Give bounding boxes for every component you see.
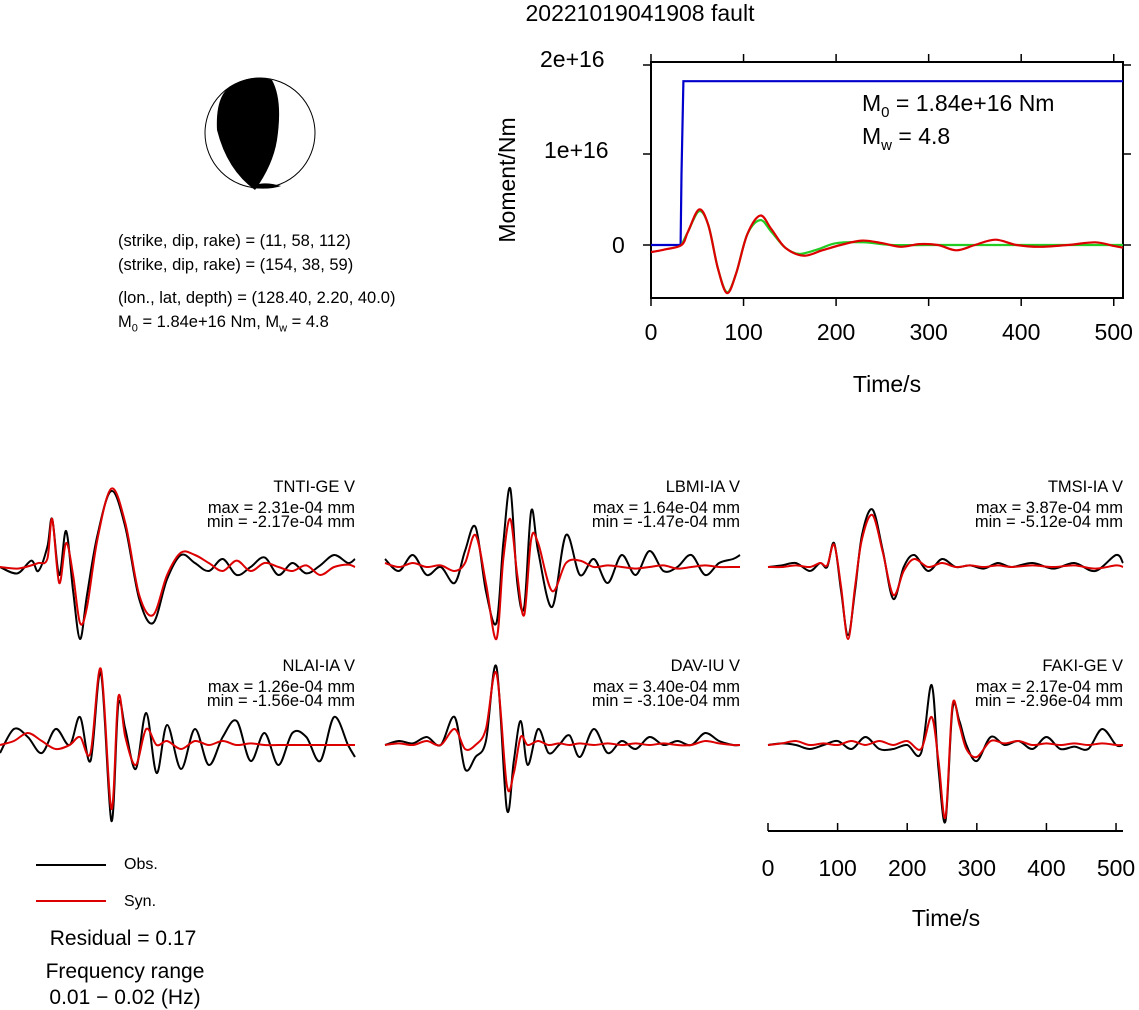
waveform-xtick-label-4: 400 (1027, 855, 1065, 881)
station-syn-trace-3 (0, 667, 355, 811)
beachball-lower-quadrant (251, 183, 281, 189)
ytick-label-1e16: 1e+16 (544, 137, 609, 163)
mw-value-text: = 4.8 (287, 313, 329, 331)
mw-annotation: Mw = 4.8 (862, 123, 950, 154)
m0-value-text: = 1.84e+16 Nm, M (137, 313, 280, 331)
station-syn-trace-0 (0, 487, 356, 626)
station-min-5: min = -2.96e-04 mm (975, 692, 1123, 710)
m0-annotation: M0 = 1.84e+16 Nm (862, 90, 1054, 121)
waveform-xtick-label-3: 300 (958, 855, 996, 881)
moment-chart: 2e+16 1e+16 0 Moment/Nm 0 100 200 300 400 500… (494, 50, 1133, 397)
mw-annotation-value: = 4.8 (892, 123, 950, 149)
legend-syn-label: Syn. (124, 893, 157, 910)
moment-xtick-label-5: 500 (1095, 319, 1133, 345)
station-max-3: max = 1.26e-04 mm (208, 678, 355, 696)
moment-xtick-label-0: 0 (645, 319, 658, 345)
moment-series-stf_green (680, 210, 1123, 294)
legend (36, 864, 106, 902)
m0-annotation-value: = 1.84e+16 Nm (890, 90, 1055, 116)
waveform-time-axis: 0 100 200 300 400 500 Time/s (762, 823, 1135, 931)
moment-ylabel: Moment/Nm (494, 117, 520, 242)
figure-title: 20221019041908 fault (525, 0, 755, 26)
station-name-0: TNTI-GE V (273, 478, 355, 496)
legend-obs-label: Obs. (124, 856, 158, 873)
mw-subscript: w (279, 322, 288, 335)
station-min-0: min = -2.17e-04 mm (207, 513, 355, 531)
frequency-range-title: Frequency range (45, 960, 205, 983)
magnitude-info: M0 = 1.84e+16 Nm, Mw = 4.8 (118, 312, 329, 338)
moment-series-moment (651, 80, 1123, 247)
nodal-plane-1: (strike, dip, rake) = (11, 58, 112) (118, 232, 351, 250)
beachball (204, 77, 316, 190)
moment-xtick-label-1: 100 (724, 319, 762, 345)
waveform-xtick-label-2: 200 (888, 855, 926, 881)
station-name-4: DAV-IU V (671, 657, 740, 675)
station-syn-trace-2 (767, 513, 1124, 641)
ytick-label-2e16: 2e+16 (540, 50, 605, 72)
station-min-1: min = -1.47e-04 mm (592, 513, 740, 531)
waveform-xtick-label-0: 0 (762, 855, 775, 881)
waveform-xtick-label-1: 100 (818, 855, 856, 881)
moment-xtick-labels: 0 100 200 300 400 500 (645, 319, 1133, 345)
residual-text: Residual = 0.17 (49, 927, 197, 950)
moment-series-stf_red (650, 208, 1124, 295)
station-syn-trace-4 (384, 671, 741, 793)
m0-subscript: 0 (131, 322, 138, 335)
waveform-xlabel: Time/s (912, 905, 980, 931)
moment-xtick-label-2: 200 (817, 319, 855, 345)
station-syn-trace-1 (384, 517, 740, 641)
station-max-0: max = 2.31e-04 mm (208, 499, 355, 517)
m0-annotation-symbol: M (862, 90, 881, 116)
station-min-3: min = -1.56e-04 mm (207, 692, 355, 710)
moment-xlabel: Time/s (853, 371, 921, 397)
station-name-3: NLAI-IA V (283, 657, 355, 675)
moment-plot-frame (650, 61, 1124, 299)
frequency-range-value: 0.01 − 0.02 (Hz) (49, 986, 201, 1009)
station-obs-trace-4 (384, 664, 741, 813)
m0-symbol: M (118, 313, 132, 331)
hypocenter-info: (lon., lat, depth) = (128.40, 2.20, 40.0… (118, 289, 396, 307)
waveform-xtick-label-5: 500 (1097, 855, 1135, 881)
station-min-2: min = -5.12e-04 mm (975, 513, 1123, 531)
moment-axis-ticks (643, 54, 1131, 306)
station-obs-trace-2 (767, 508, 1124, 637)
nodal-plane-2: (strike, dip, rake) = (154, 38, 59) (118, 256, 354, 274)
station-name-5: FAKI-GE V (1042, 657, 1123, 675)
station-max-5: max = 2.17e-04 mm (976, 678, 1123, 696)
moment-xtick-label-3: 300 (909, 319, 947, 345)
m0-annotation-subscript: 0 (881, 104, 889, 121)
station-max-2: max = 3.87e-04 mm (976, 499, 1123, 517)
mw-annotation-subscript: w (880, 137, 892, 154)
station-name-1: LBMI-IA V (666, 478, 740, 496)
beachball-compressional-quadrant (216, 77, 280, 190)
station-min-4: min = -3.10e-04 mm (592, 692, 740, 710)
station-name-2: TMSI-IA V (1048, 478, 1123, 496)
station-max-1: max = 1.64e-04 mm (593, 499, 740, 517)
mw-annotation-symbol: M (862, 123, 881, 149)
ytick-label-0: 0 (612, 232, 625, 258)
station-max-4: max = 3.40e-04 mm (593, 678, 740, 696)
moment-xtick-label-4: 400 (1002, 319, 1040, 345)
moment-series-group (650, 80, 1124, 295)
station-syn-trace-5 (767, 699, 1124, 820)
